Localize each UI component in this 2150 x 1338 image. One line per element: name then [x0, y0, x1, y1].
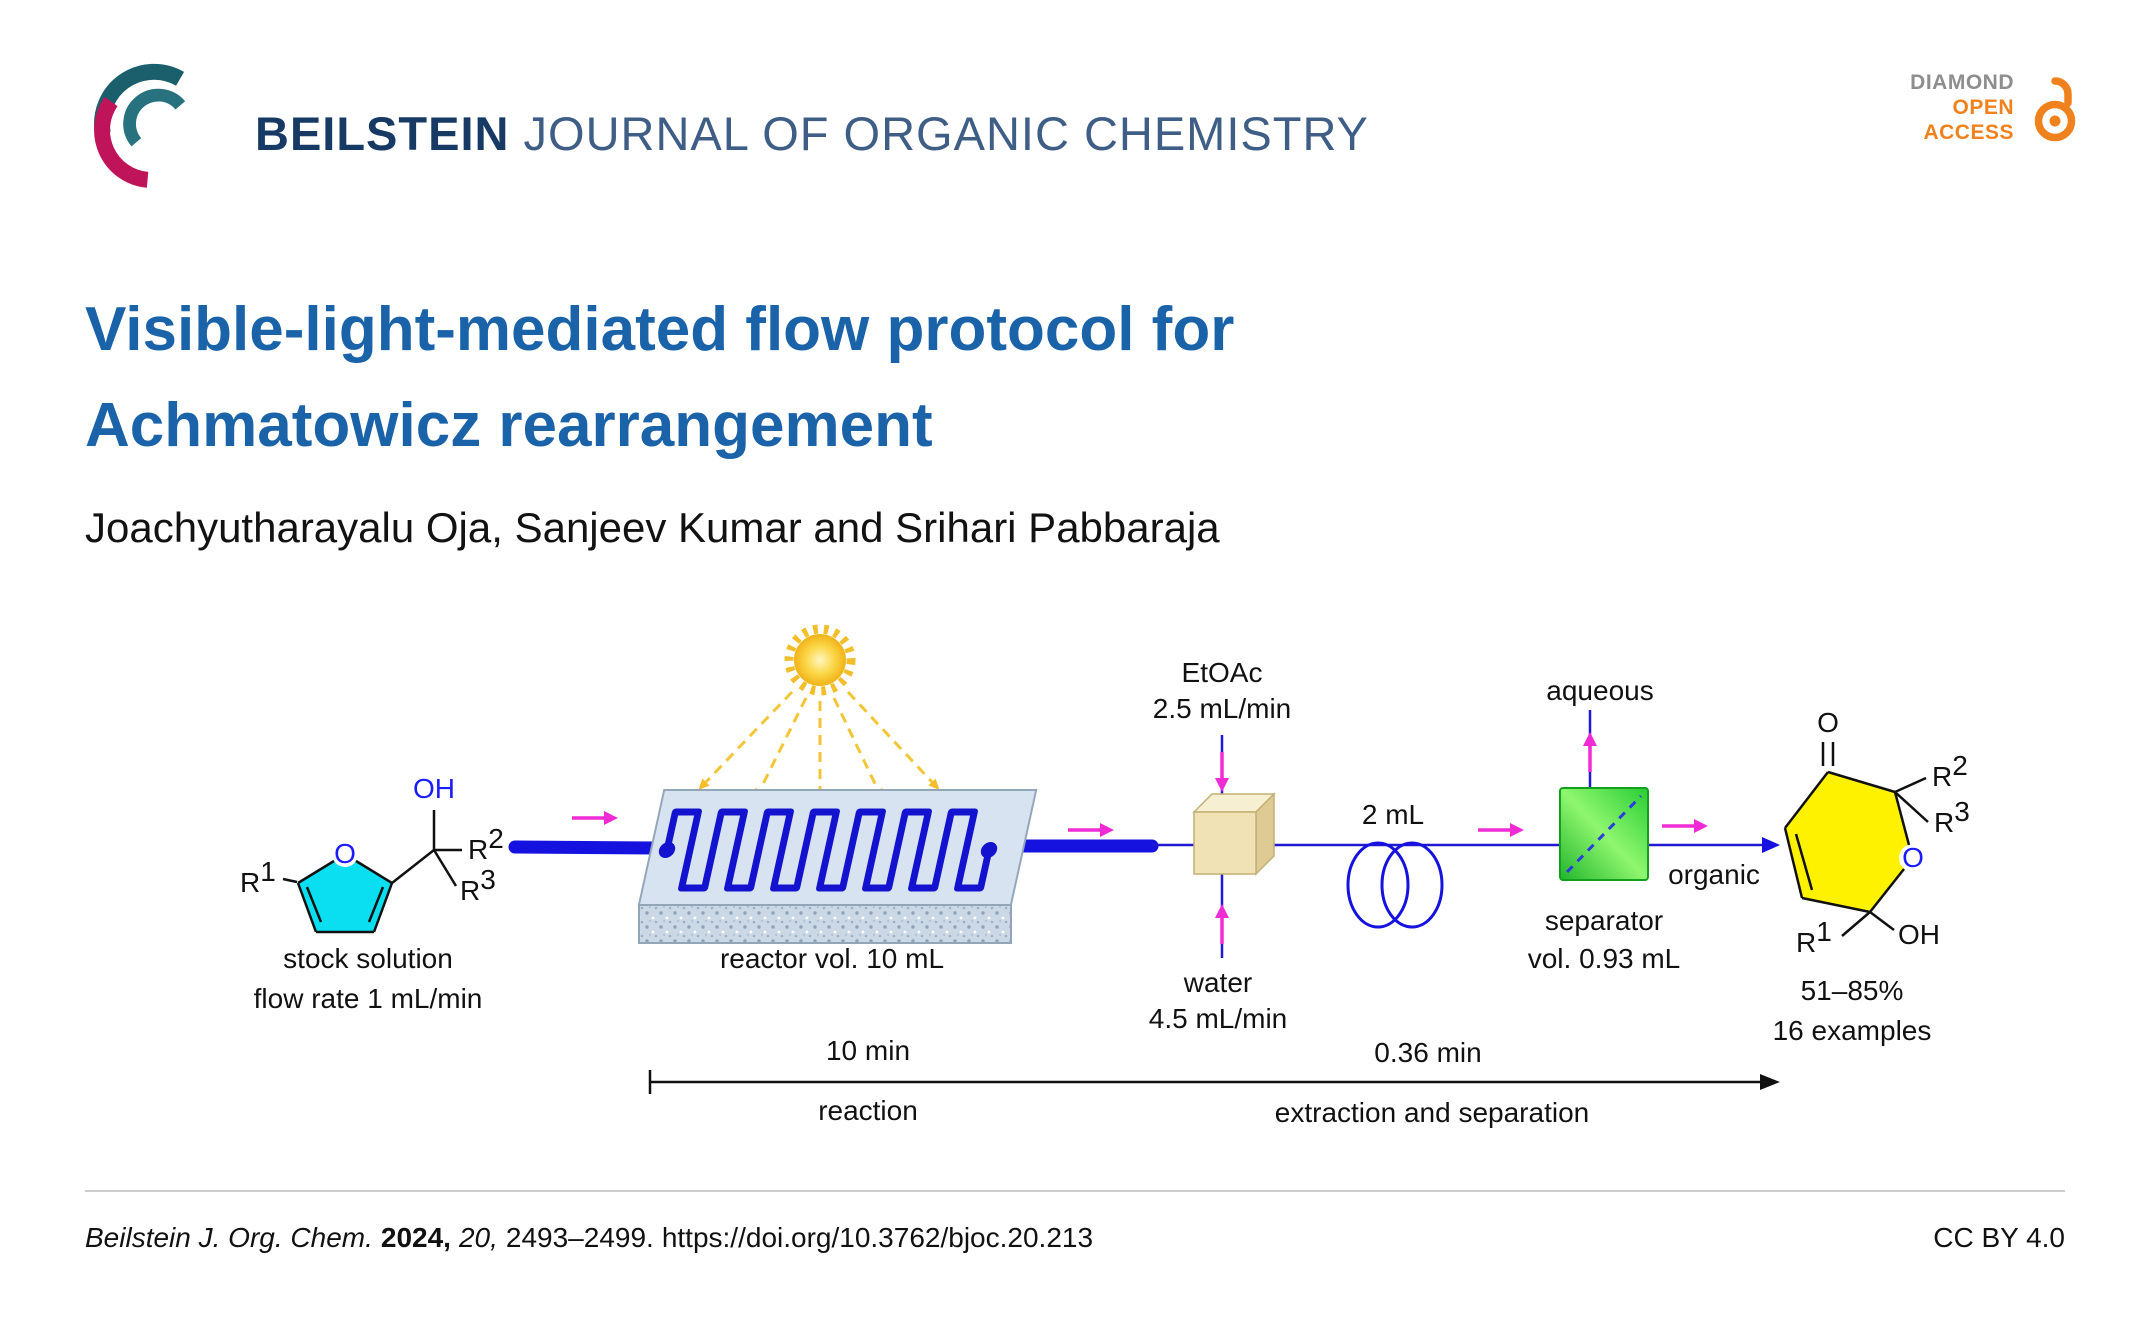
ring-o-gap	[1899, 844, 1927, 872]
product-r1-label: R1	[1796, 916, 1832, 958]
beilstein-logo	[94, 63, 186, 188]
open-access-lock-icon	[2034, 76, 2076, 141]
reactor-base	[638, 904, 1012, 944]
furan-substrate-structure: O OH R1 R2 R3	[240, 773, 504, 934]
open-access-badge: DIAMOND OPEN ACCESS	[1910, 70, 2082, 145]
water-rate-label: 4.5 mL/min	[1149, 1003, 1288, 1034]
stock-solution-caption: stock solution	[283, 943, 453, 974]
separator-volume-label: vol. 0.93 mL	[1528, 943, 1681, 974]
product-r3-label: R3	[1934, 796, 1970, 838]
badge-line-access: ACCESS	[1923, 121, 2014, 144]
badge-line-open: OPEN	[1952, 96, 2014, 119]
article-title-line2: Achmatowicz rearrangement	[85, 391, 933, 460]
timeline: 10 min 0.36 min reaction extraction and …	[648, 1035, 1780, 1128]
citation-journal: Beilstein J. Org. Chem.	[85, 1222, 373, 1253]
citation-volume: 20,	[458, 1222, 498, 1253]
pyranone-ring-fill	[1785, 772, 1913, 912]
footer-divider	[85, 1190, 2065, 1192]
carbonyl-o-label: O	[1817, 707, 1839, 738]
aqueous-label: aqueous	[1546, 675, 1653, 706]
timeline-t1: 10 min	[826, 1035, 910, 1066]
journal-name-rest: JOURNAL OF ORGANIC CHEMISTRY	[523, 107, 1369, 160]
timeline-t1-caption: reaction	[818, 1095, 918, 1126]
furan-ring-fill	[298, 854, 392, 932]
water-label: water	[1183, 967, 1252, 998]
ring-o-label: O	[1902, 842, 1924, 873]
journal-wordmark: BEILSTEIN JOURNAL OF ORGANIC CHEMISTRY	[255, 106, 1369, 161]
etoac-rate-label: 2.5 mL/min	[1153, 693, 1292, 724]
reactor-inlet-port	[658, 842, 676, 858]
flow-reactor	[637, 789, 1038, 944]
citation-pages: 2493–2499.	[505, 1222, 654, 1253]
furan-o-label: O	[334, 838, 356, 869]
article-authors: Joachyutharayalu Oja, Sanjeev Kumar and …	[85, 504, 1220, 551]
substrate-oh-label: OH	[413, 773, 455, 804]
mixer-cube-icon	[1192, 792, 1276, 876]
substrate-r3-label: R3	[460, 864, 496, 906]
logo-inner-arc	[123, 88, 186, 147]
timeline-t2-caption: extraction and separation	[1275, 1097, 1589, 1128]
yield-label: 51–85%	[1801, 975, 1904, 1006]
loop-volume-label: 2 mL	[1362, 799, 1424, 830]
citation-doi-link[interactable]: https://doi.org/10.3762/bjoc.20.213	[661, 1222, 1094, 1253]
reactor-caption: reactor vol. 10 mL	[720, 943, 944, 974]
sun-icon	[784, 624, 856, 696]
reactor-outlet-port	[980, 842, 998, 858]
journal-name-bold: BEILSTEIN	[255, 107, 510, 160]
license-label: CC BY 4.0	[1933, 1222, 2065, 1253]
examples-label: 16 examples	[1773, 1015, 1932, 1046]
product-oh-label: OH	[1898, 919, 1940, 950]
product-r2-label: R2	[1932, 750, 1968, 792]
pyranone-product-structure: O O R2 R3 R1 OH	[1783, 707, 1970, 958]
citation: Beilstein J. Org. Chem. 2024, 20, 2493–2499…	[85, 1222, 1101, 1254]
light-rays	[698, 690, 940, 806]
flow-arrows	[572, 732, 1708, 944]
article-title-line1: Visible-light-mediated flow protocol for	[85, 295, 1235, 364]
membrane-separator-icon	[1559, 787, 1649, 881]
badge-line-diamond: DIAMOND	[1910, 71, 2014, 94]
inlet-tube	[508, 840, 669, 855]
substrate-r1-label: R1	[240, 856, 276, 898]
separator-label: separator	[1545, 905, 1663, 936]
etoac-label: EtOAc	[1182, 657, 1263, 688]
tubing-coil-icon	[1346, 841, 1444, 929]
open-access-badge-text: DIAMOND OPEN ACCESS	[1910, 70, 2014, 145]
flow-rate-caption: flow rate 1 mL/min	[254, 983, 483, 1014]
citation-year: 2024,	[380, 1222, 451, 1253]
article-title: Visible-light-mediated flow protocol for…	[85, 282, 1234, 474]
timeline-t2: 0.36 min	[1374, 1037, 1481, 1068]
serpentine-channel	[663, 808, 993, 892]
furan-o-gap	[332, 841, 358, 867]
logo-crimson-arc	[94, 96, 149, 188]
organic-label: organic	[1668, 859, 1760, 890]
substrate-r2-label: R2	[468, 823, 504, 865]
